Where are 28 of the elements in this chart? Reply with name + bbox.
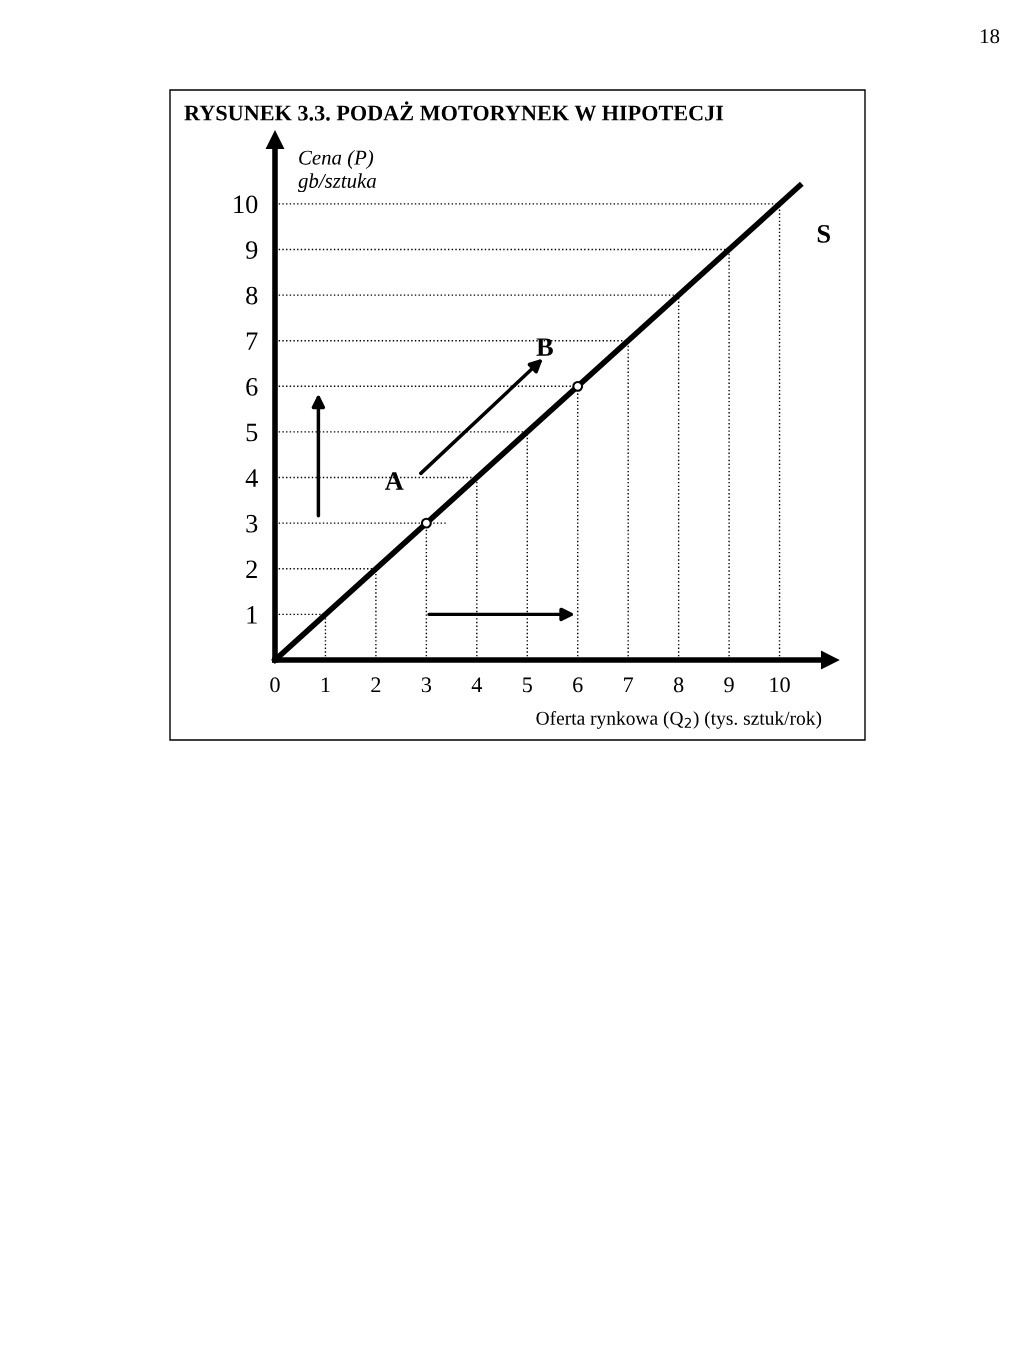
x-tick-label: 7	[624, 677, 634, 693]
y-tick-label: 6	[246, 378, 258, 396]
y-tick-label: 8	[246, 286, 258, 305]
x-tick-label: 1	[321, 677, 330, 693]
y-axis-title: Cena (P) gb/sztuka	[298, 150, 376, 193]
annotation: B	[536, 338, 553, 356]
y-tick-label: 5	[246, 423, 258, 442]
x-axis-title: Oferta rynkowa (Q$_{2}$) (tys. sztuk/rok)	[536, 710, 822, 729]
x-tick-label: 8	[673, 677, 684, 693]
x-tick-label: 0	[270, 677, 280, 693]
x-tick-label: 5	[523, 677, 532, 693]
y-tick-label: 3	[246, 514, 258, 533]
annotation: A	[384, 472, 404, 490]
y-tick-label: 9	[245, 241, 258, 259]
y-tick-label: 1	[247, 606, 257, 624]
x-tick-label: 3	[421, 677, 432, 693]
x-tick-label: 10	[770, 677, 790, 693]
y-tick-label: 7	[246, 332, 258, 350]
y-tick-label: 2	[246, 560, 257, 578]
annotation: S	[817, 225, 830, 243]
text: 18	[981, 29, 1000, 44]
x-tick-label: 4	[471, 677, 483, 693]
x-tick-label: 6	[573, 677, 583, 693]
chart-title: RYSUNEK 3.3. PODAŻ MOTORYNEK W HIPOTECJI	[184, 101, 724, 121]
y-tick-label: 4	[245, 469, 258, 487]
y-tick-label: 10	[234, 195, 258, 214]
x-tick-label: 2	[371, 677, 381, 693]
x-tick-label: 9	[724, 677, 734, 693]
